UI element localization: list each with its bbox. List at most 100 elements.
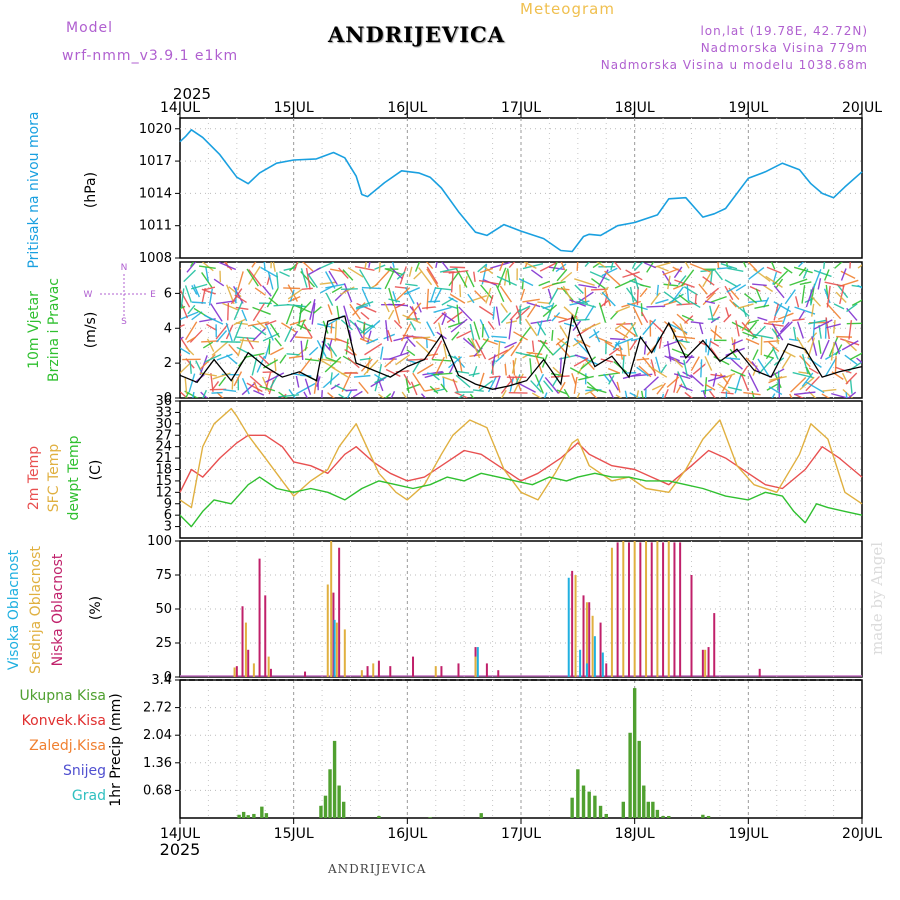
- wind-arrow: [325, 271, 336, 289]
- wind-arrow: [610, 262, 614, 271]
- wind-arrow: [458, 306, 473, 322]
- wind-arrow: [180, 324, 185, 328]
- wind-arrow: [223, 389, 237, 392]
- wind-arrow: [469, 393, 475, 398]
- wind-arrow: [702, 292, 716, 306]
- wind-barbs: [180, 262, 862, 398]
- wind-arrow: [646, 305, 666, 308]
- wind-arrow: [702, 390, 707, 398]
- wind-arrow: [731, 321, 752, 334]
- wind-arrow: [849, 262, 851, 269]
- wind-arrow: [385, 368, 401, 377]
- wind-arrow: [384, 269, 395, 290]
- wind-arrow: [367, 330, 372, 343]
- wind-arrow: [752, 349, 759, 361]
- wind-arrow: [624, 390, 628, 398]
- wind-arrow: [300, 340, 304, 361]
- wind-arrow: [740, 373, 749, 391]
- wind-arrow: [702, 269, 713, 288]
- wind-arrow: [536, 373, 545, 387]
- wind-arrow: [388, 298, 401, 303]
- wind-arrow: [360, 358, 373, 372]
- wind-arrow: [448, 270, 461, 287]
- wind-arrow: [180, 391, 189, 398]
- wind-arrow: [724, 279, 738, 288]
- wind-arrow: [799, 281, 812, 286]
- wind-arrow: [287, 289, 303, 300]
- wind-arrow: [420, 336, 437, 343]
- wind-arrow: [537, 320, 543, 336]
- wind-arrow: [559, 357, 562, 374]
- wind-arrow: [731, 339, 743, 346]
- wind-arrow: [180, 347, 191, 355]
- wind-arrow: [338, 393, 346, 398]
- wind-arrow: [304, 378, 312, 395]
- y-tick-label: 0: [164, 670, 172, 685]
- wind-arrow: [569, 299, 587, 307]
- wind-arrow: [304, 339, 309, 351]
- wind-arrow: [467, 295, 488, 303]
- y-tick-label: 18: [155, 463, 172, 478]
- wind-arrow: [388, 287, 395, 306]
- wind-arrow: [631, 262, 637, 270]
- wind-arrow: [316, 339, 327, 358]
- wind-arrow: [359, 269, 372, 289]
- wind-arrow: [596, 262, 606, 269]
- wind-arrow: [296, 323, 312, 332]
- wind-arrow: [457, 393, 465, 398]
- wind-arrow: [391, 262, 395, 269]
- wind-arrow: [433, 306, 452, 313]
- wind-arrow: [233, 301, 243, 321]
- wind-arrow: [584, 389, 596, 395]
- wind-arrow: [813, 319, 833, 330]
- precip-bar: [237, 814, 241, 818]
- wind-arrow: [181, 303, 189, 319]
- wind-arrow: [849, 379, 853, 394]
- wind-arrow: [729, 357, 743, 370]
- wind-arrow: [352, 390, 363, 398]
- wind-arrow: [608, 375, 615, 385]
- wind-arrow: [472, 365, 478, 378]
- temp-title-3: dewpt Temp: [66, 435, 82, 520]
- wind-arrow: [264, 319, 277, 326]
- wind-arrow: [818, 324, 822, 339]
- wind-arrow: [530, 380, 543, 393]
- wind-arrow: [615, 321, 626, 330]
- wind-arrow: [807, 357, 822, 368]
- wind-arrow: [431, 358, 452, 362]
- wind-arrow: [721, 374, 733, 392]
- wind-arrow: [792, 318, 805, 322]
- wind-arrow: [592, 262, 603, 269]
- precip-bar: [667, 815, 671, 818]
- wind-arrow: [660, 364, 668, 374]
- wind-arrow: [247, 321, 269, 327]
- wind-arrow: [745, 338, 760, 346]
- wind-arrow: [560, 271, 573, 283]
- y-tick-label: 1017: [139, 154, 172, 169]
- wind-arrow: [615, 394, 623, 398]
- wind-arrow: [378, 262, 381, 273]
- wind-arrow: [384, 393, 392, 398]
- wind-arrow: [349, 303, 361, 320]
- wind-arrow: [334, 288, 348, 302]
- x-tick-label-top: 20JUL: [842, 100, 882, 116]
- wind-arrow: [482, 338, 498, 346]
- wind-arrow: [571, 373, 577, 385]
- wind-arrow: [600, 358, 613, 363]
- wind-arrow: [186, 336, 197, 343]
- wind-arrow: [563, 306, 579, 321]
- wind-arrow: [500, 389, 507, 398]
- wind-arrow: [211, 340, 229, 356]
- wind-arrow: [325, 292, 334, 306]
- wind-arrow: [400, 341, 408, 356]
- wind-arrow: [798, 310, 805, 320]
- wind-arrow: [450, 318, 468, 333]
- wind-arrow: [796, 321, 805, 339]
- wind-arrow: [251, 324, 267, 336]
- bottom-station-label: ANDRIJEVICA: [328, 862, 427, 876]
- wind-arrow: [206, 338, 215, 352]
- wind-arrow: [808, 390, 817, 398]
- wind-arrow: [825, 317, 830, 340]
- precip-bar: [637, 740, 641, 818]
- wind-arrow: [656, 265, 669, 272]
